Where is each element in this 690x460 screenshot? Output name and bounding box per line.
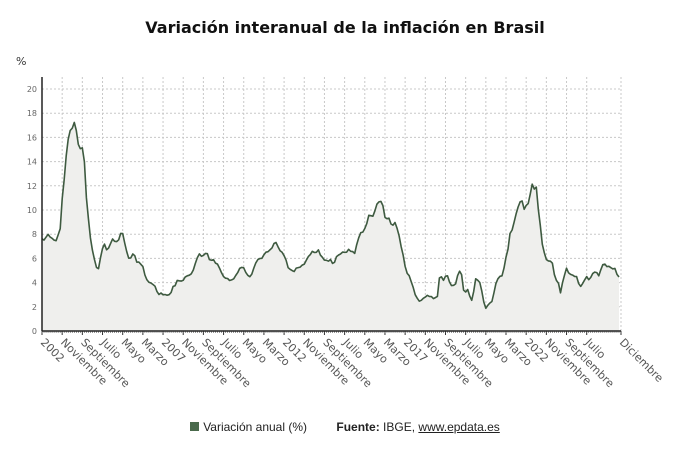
legend: Variación anual (%) Fuente: IBGE, www.ep… [0, 420, 690, 434]
y-tick-label: 0 [32, 327, 37, 336]
inflation-chart: 024681012141618202002NoviembreSeptiembre… [27, 77, 666, 390]
source-prefix: Fuente: [336, 420, 380, 434]
source-text: IBGE, [383, 420, 416, 434]
source-link[interactable]: www.epdata.es [418, 420, 500, 434]
y-tick-label: 12 [27, 182, 37, 191]
y-tick-label: 16 [27, 133, 37, 142]
y-tick-label: 6 [32, 254, 37, 263]
legend-swatch [190, 422, 200, 431]
source-note: Fuente: IBGE, www.epdata.es [336, 420, 499, 434]
y-tick-label: 8 [32, 230, 37, 239]
series-line [41, 121, 620, 310]
y-tick-label: 10 [27, 206, 37, 215]
y-tick-label: 20 [27, 85, 37, 94]
x-tick-label: Diciembre [617, 336, 666, 385]
axes [41, 77, 622, 335]
chart-title: Variación interanual de la inflación en … [145, 18, 545, 37]
y-tick-label: 2 [32, 303, 37, 312]
series-area [42, 122, 619, 332]
y-tick-label: 14 [27, 158, 37, 167]
y-axis-unit-label: % [16, 55, 27, 68]
legend-label: Variación anual (%) [203, 420, 308, 434]
y-tick-label: 18 [27, 109, 37, 118]
y-tick-label: 4 [32, 279, 37, 288]
